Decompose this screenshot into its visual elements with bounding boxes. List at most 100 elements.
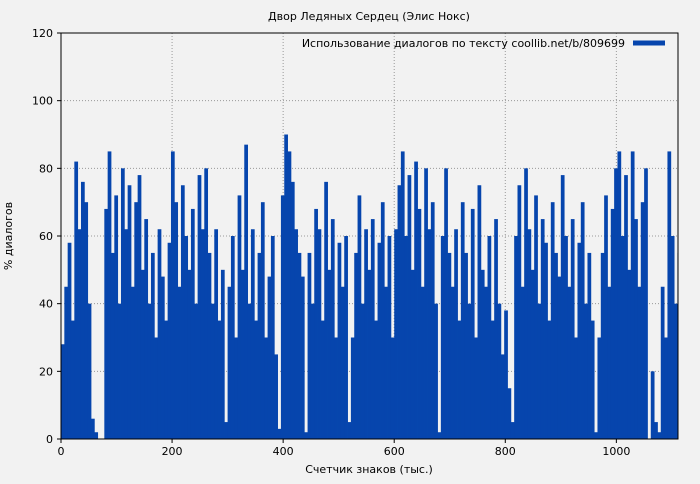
x-tick-label: 0 (58, 445, 65, 458)
bar (394, 229, 398, 439)
bar (154, 337, 159, 439)
bar (307, 252, 312, 439)
bar (564, 236, 568, 439)
bar (610, 208, 615, 439)
bar (400, 151, 405, 439)
bar (230, 236, 235, 439)
bar (557, 276, 562, 439)
bar (654, 422, 658, 439)
bar (134, 202, 139, 439)
bar (524, 168, 528, 440)
bar (360, 303, 365, 439)
x-tick-label: 800 (495, 445, 516, 458)
y-tick-label: 40 (39, 298, 53, 311)
bar (477, 185, 482, 439)
bar (484, 286, 488, 439)
bar (224, 422, 229, 439)
bar (127, 185, 132, 439)
bar (550, 202, 555, 439)
bar (264, 337, 268, 439)
bar (467, 303, 472, 439)
bar (114, 195, 119, 439)
y-tick-label: 20 (39, 365, 53, 378)
x-tick-label: 600 (384, 445, 405, 458)
bar (227, 286, 232, 439)
bar (254, 320, 258, 439)
bar (177, 286, 182, 439)
bar (480, 269, 485, 439)
bar (304, 432, 308, 439)
bar (317, 229, 322, 439)
bar (370, 219, 375, 439)
bar (634, 219, 638, 439)
bar (614, 168, 618, 440)
bar (277, 428, 282, 439)
bar (347, 422, 352, 439)
bar (350, 337, 355, 439)
bar (417, 208, 422, 439)
bar (287, 151, 292, 439)
bar (334, 337, 338, 439)
bar (414, 161, 418, 440)
y-axis-label: % диалогов (2, 202, 15, 270)
bar (500, 354, 505, 439)
bar (577, 242, 582, 439)
bar (630, 151, 635, 439)
bar (240, 269, 245, 439)
bar (454, 229, 458, 439)
bar (464, 252, 468, 439)
chart-title: Двор Ледяных Сердец (Элис Нокс) (268, 10, 470, 23)
bar (560, 175, 565, 439)
bar (117, 303, 122, 439)
x-axis-label: Счетчик знаков (тыс.) (305, 463, 433, 476)
bar (600, 252, 605, 439)
bar (390, 337, 395, 439)
bar (420, 286, 425, 439)
bar (170, 151, 175, 439)
x-tick-label: 400 (273, 445, 294, 458)
bar (650, 371, 655, 439)
bar (444, 168, 448, 440)
bar (497, 303, 502, 439)
bar (440, 236, 445, 439)
bar (637, 286, 642, 439)
bar (590, 320, 595, 439)
bar (494, 219, 498, 439)
bar (67, 242, 72, 439)
bar (540, 219, 545, 439)
bar (150, 252, 155, 439)
bar (670, 236, 675, 439)
bar (344, 236, 348, 439)
bar (424, 168, 428, 440)
bar (544, 242, 548, 439)
bar (237, 195, 242, 439)
bar (570, 219, 575, 439)
bar (657, 432, 662, 439)
bar (624, 175, 628, 439)
bar (504, 310, 508, 439)
bar (410, 269, 415, 439)
legend-label: Использование диалогов по тексту coollib… (302, 37, 625, 50)
bar (104, 208, 109, 439)
bar (364, 229, 368, 439)
bar (124, 229, 129, 439)
bar (404, 236, 408, 439)
bar (184, 236, 189, 439)
bar (537, 303, 542, 439)
bar (337, 242, 342, 439)
bar (90, 418, 95, 439)
bar (660, 286, 665, 439)
bar (530, 269, 535, 439)
bar (107, 151, 112, 439)
bar (534, 195, 538, 439)
bar (380, 202, 385, 439)
y-tick-label: 100 (32, 95, 53, 108)
bar (547, 320, 552, 439)
bar (137, 175, 142, 439)
bar (584, 303, 588, 439)
bar (197, 175, 202, 439)
bar (617, 151, 622, 439)
bar (340, 286, 345, 439)
ticks: 0 200 400 600 800 1000 0 20 40 60 80 100 120 (32, 27, 630, 458)
